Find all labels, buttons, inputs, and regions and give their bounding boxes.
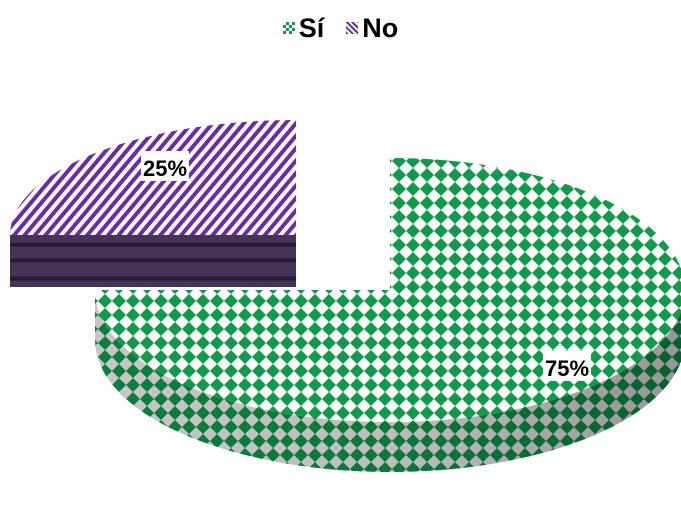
slice-no-side-band xyxy=(10,242,296,247)
legend-label-si: Sí xyxy=(298,12,325,43)
legend-item-si: Sí xyxy=(282,12,325,44)
legend-swatch-si xyxy=(282,22,295,34)
legend-label-no: No xyxy=(362,12,399,43)
slice-si-top xyxy=(95,158,681,422)
legend-swatch-no xyxy=(346,22,359,34)
slice-no-side-band xyxy=(10,276,296,281)
chart-legend: Sí No xyxy=(0,12,681,44)
data-label-si: 75% xyxy=(545,356,589,381)
legend-item-no: No xyxy=(346,13,398,44)
data-label-si-bg xyxy=(543,351,591,381)
data-label-no: 25% xyxy=(143,156,187,181)
data-label-no-bg xyxy=(141,151,189,181)
slice-si-side-shade xyxy=(95,290,681,472)
slice-no-side-band xyxy=(10,258,296,263)
